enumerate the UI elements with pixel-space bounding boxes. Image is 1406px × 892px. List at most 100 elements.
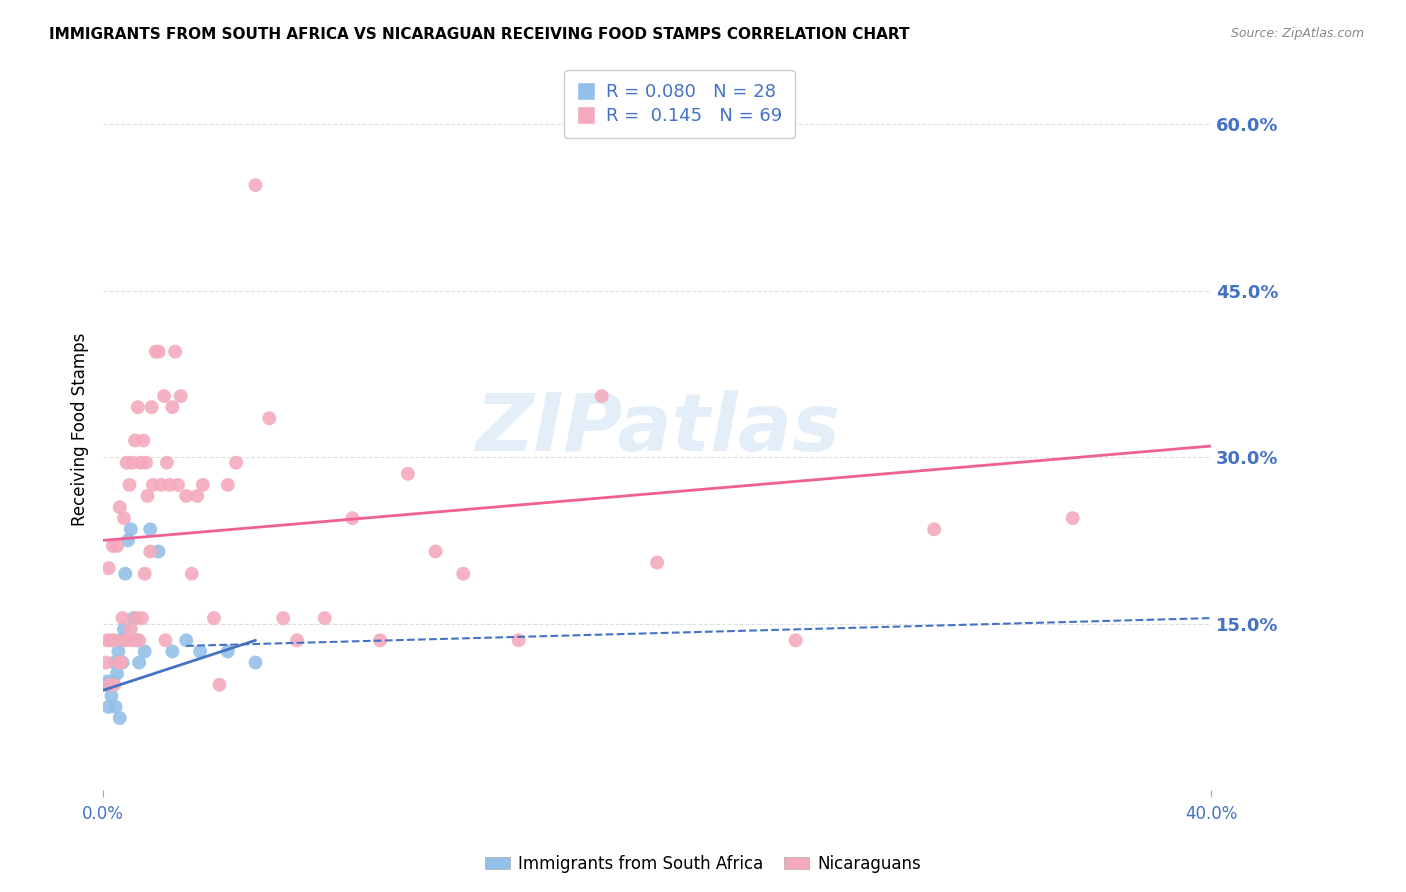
Point <box>94 656 117 670</box>
Point <box>162 400 184 414</box>
Point <box>217 478 239 492</box>
Legend: R = 0.080   N = 28, R =  0.145   N = 69: R = 0.080 N = 28, R = 0.145 N = 69 <box>564 70 794 138</box>
Point <box>155 633 177 648</box>
Point <box>131 611 153 625</box>
Point <box>508 633 530 648</box>
Point <box>127 400 149 414</box>
Point <box>128 633 150 648</box>
Point <box>125 633 148 648</box>
Point <box>174 633 197 648</box>
Point <box>148 544 170 558</box>
Point <box>245 656 267 670</box>
Point <box>165 344 187 359</box>
Point <box>167 478 190 492</box>
Point <box>645 556 668 570</box>
Point <box>170 389 193 403</box>
Point <box>98 678 121 692</box>
Point <box>120 622 142 636</box>
Point <box>103 678 125 692</box>
Point <box>125 611 148 625</box>
Point <box>208 678 231 692</box>
Point <box>135 456 157 470</box>
Point <box>108 500 131 514</box>
Point <box>225 456 247 470</box>
Point <box>425 544 447 558</box>
Point <box>141 400 163 414</box>
Point <box>121 456 143 470</box>
Point <box>156 456 179 470</box>
Point <box>259 411 281 425</box>
Point <box>112 511 135 525</box>
Point <box>785 633 807 648</box>
Point <box>139 522 162 536</box>
Point <box>101 539 124 553</box>
Point <box>122 611 145 625</box>
Point <box>202 611 225 625</box>
Point <box>120 522 142 536</box>
Point <box>128 656 150 670</box>
Text: IMMIGRANTS FROM SOUTH AFRICA VS NICARAGUAN RECEIVING FOOD STAMPS CORRELATION CHA: IMMIGRANTS FROM SOUTH AFRICA VS NICARAGU… <box>49 27 910 42</box>
Point <box>245 178 267 193</box>
Point <box>122 633 145 648</box>
Point <box>124 434 146 448</box>
Point <box>139 544 162 558</box>
Point <box>132 434 155 448</box>
Point <box>97 561 120 575</box>
Point <box>191 478 214 492</box>
Point <box>134 566 156 581</box>
Point <box>314 611 336 625</box>
Point <box>129 456 152 470</box>
Point <box>180 566 202 581</box>
Point <box>105 666 128 681</box>
Point <box>104 700 127 714</box>
Point <box>1062 511 1084 525</box>
Point <box>396 467 419 481</box>
Text: ZIPatlas: ZIPatlas <box>475 391 839 468</box>
Point <box>142 478 165 492</box>
Point <box>110 656 132 670</box>
Point <box>159 478 181 492</box>
Point <box>110 633 132 648</box>
Point <box>285 633 308 648</box>
Point <box>148 344 170 359</box>
Point <box>114 566 136 581</box>
Point <box>112 622 135 636</box>
Point <box>96 674 118 689</box>
Point <box>94 678 117 692</box>
Point <box>271 611 294 625</box>
Point <box>105 539 128 553</box>
Point <box>98 678 121 692</box>
Point <box>107 644 129 658</box>
Point <box>118 478 141 492</box>
Point <box>153 389 176 403</box>
Point <box>145 344 167 359</box>
Point <box>101 674 124 689</box>
Point <box>108 711 131 725</box>
Point <box>117 633 139 648</box>
Point <box>162 644 184 658</box>
Point <box>96 633 118 648</box>
Point <box>104 633 127 648</box>
Point <box>591 389 613 403</box>
Point <box>111 656 134 670</box>
Point <box>100 689 122 703</box>
Point <box>342 511 364 525</box>
Point <box>107 656 129 670</box>
Point <box>922 522 945 536</box>
Point <box>100 633 122 648</box>
Point <box>451 566 474 581</box>
Point <box>188 644 211 658</box>
Point <box>186 489 208 503</box>
Point <box>217 644 239 658</box>
Point <box>114 633 136 648</box>
Point <box>150 478 173 492</box>
Point <box>115 456 138 470</box>
Point <box>174 489 197 503</box>
Y-axis label: Receiving Food Stamps: Receiving Food Stamps <box>72 333 89 526</box>
Point <box>97 700 120 714</box>
Point <box>136 489 159 503</box>
Point <box>117 533 139 548</box>
Text: Source: ZipAtlas.com: Source: ZipAtlas.com <box>1230 27 1364 40</box>
Point <box>103 656 125 670</box>
Point <box>134 644 156 658</box>
